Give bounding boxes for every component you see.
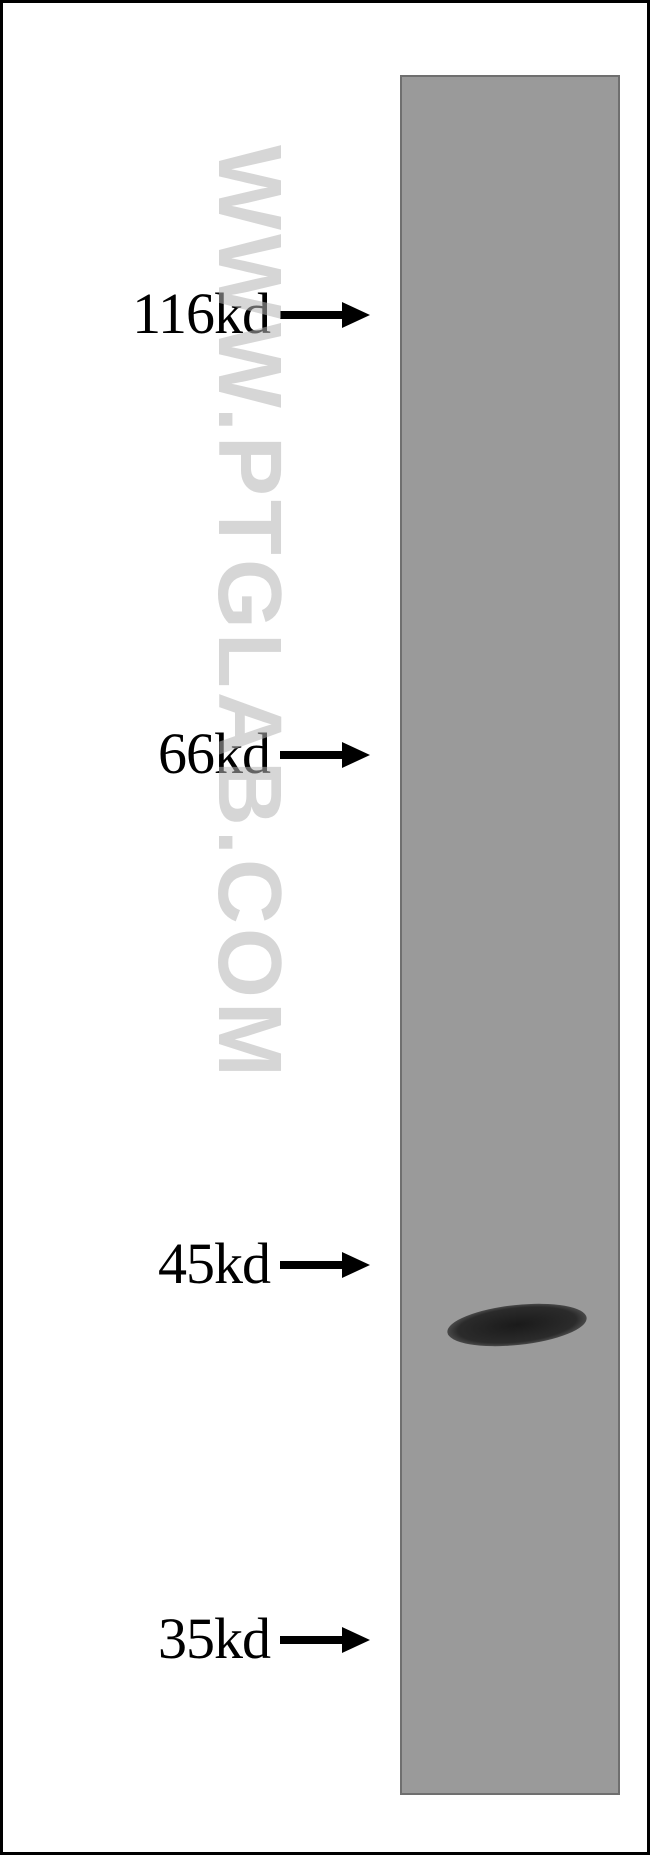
- blot-lane: [400, 75, 620, 1795]
- marker-label: 45kd: [0, 1230, 270, 1297]
- arrow-head-icon: [342, 742, 370, 768]
- watermark-text: WWW.PTGLAB.COM: [197, 145, 300, 1081]
- arrow-head-icon: [342, 302, 370, 328]
- blot-figure: 116kd 66kd 45kd 35kd WWW.PTGLAB.COM: [0, 0, 650, 1855]
- arrow-head-icon: [342, 1252, 370, 1278]
- arrow-head-icon: [342, 1627, 370, 1653]
- arrow-shaft: [280, 1636, 342, 1644]
- marker-label: 35kd: [0, 1605, 270, 1672]
- arrow-shaft: [280, 1261, 342, 1269]
